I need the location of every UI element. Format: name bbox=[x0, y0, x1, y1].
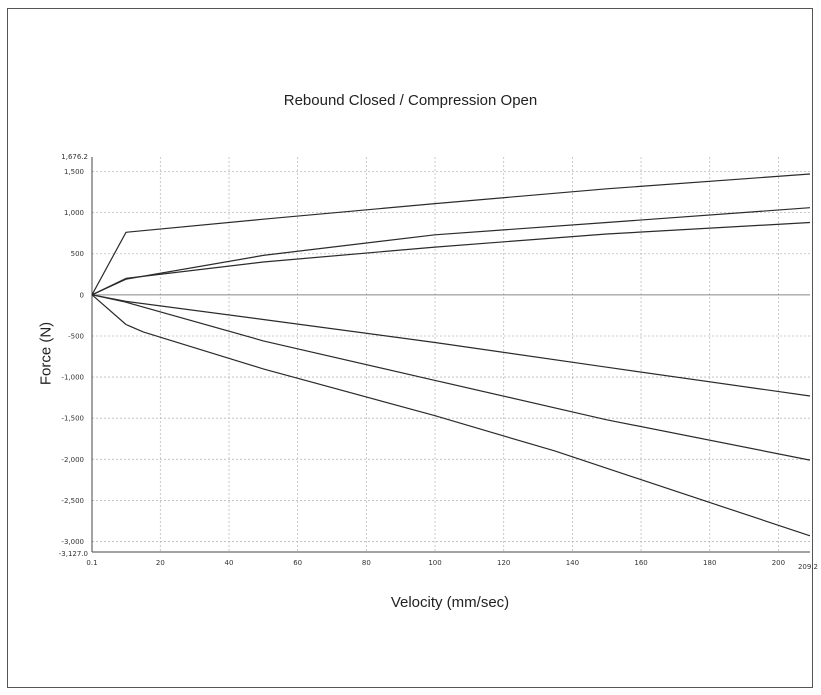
x-tick-label: 140 bbox=[566, 559, 579, 567]
series-line-4 bbox=[91, 294, 811, 397]
y-tick-label: -500 bbox=[68, 332, 84, 340]
series-layer bbox=[91, 173, 811, 537]
y-max-label: 1,676.2 bbox=[61, 153, 88, 161]
x-tick-label: 20 bbox=[156, 559, 165, 567]
y-tick-label: -1,000 bbox=[61, 374, 84, 382]
x-min-label: 0.1 bbox=[86, 559, 97, 567]
y-tick-label: 1,000 bbox=[64, 209, 84, 217]
x-tick-label: 60 bbox=[293, 559, 302, 567]
x-tick-label: 80 bbox=[362, 559, 371, 567]
x-tick-label: 200 bbox=[772, 559, 785, 567]
series-line-1 bbox=[91, 173, 811, 296]
y-min-label: -3,127.0 bbox=[59, 550, 88, 558]
x-tick-label: 40 bbox=[225, 559, 234, 567]
tick-label-layer: 20 40 60 80 100 120 140 160 180 200 1,500 1,000 500 0… bbox=[59, 153, 818, 571]
x-tick-label: 100 bbox=[428, 559, 441, 567]
axis-layer bbox=[91, 157, 810, 553]
grid-layer bbox=[92, 157, 810, 552]
chart-frame bbox=[7, 8, 813, 688]
y-tick-label: -3,000 bbox=[61, 538, 84, 546]
y-tick-label: 0 bbox=[80, 291, 84, 299]
x-tick-label: 120 bbox=[497, 559, 510, 567]
x-tick-label: 180 bbox=[703, 559, 716, 567]
chart-title: Rebound Closed / Compression Open bbox=[283, 92, 538, 109]
series-line-5 bbox=[91, 294, 811, 461]
x-tick-label: 160 bbox=[634, 559, 647, 567]
x-max-label: 209.2 bbox=[798, 563, 818, 571]
series-line-3 bbox=[91, 221, 811, 296]
x-axis-label: Velocity (mm/sec) bbox=[390, 594, 510, 611]
series-line-6 bbox=[91, 294, 811, 537]
y-tick-label: -1,500 bbox=[61, 415, 84, 423]
y-tick-label: 500 bbox=[71, 250, 84, 258]
y-tick-label: -2,000 bbox=[61, 456, 84, 464]
series-line-2 bbox=[91, 207, 811, 296]
y-tick-label: -2,500 bbox=[61, 497, 84, 505]
y-tick-label: 1,500 bbox=[64, 168, 84, 176]
